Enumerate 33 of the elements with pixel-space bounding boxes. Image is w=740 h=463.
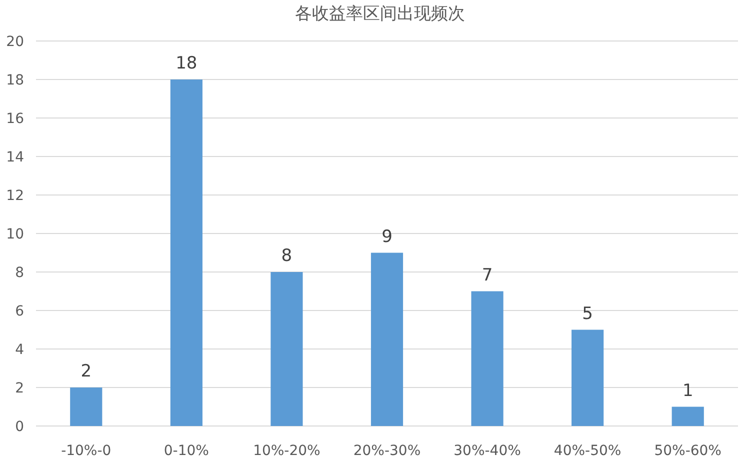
- y-tick-label: 12: [6, 188, 24, 204]
- data-label: 7: [482, 265, 493, 286]
- bar: [70, 388, 102, 426]
- x-tick-label: -10%-0: [61, 443, 112, 459]
- y-tick-label: 10: [6, 226, 24, 242]
- x-tick-label: 50%-60%: [654, 443, 722, 459]
- bar: [672, 406, 704, 426]
- y-tick-label: 18: [6, 72, 24, 88]
- y-tick-label: 16: [6, 111, 24, 127]
- data-label: 18: [176, 54, 198, 74]
- x-tick-label: 20%-30%: [353, 443, 421, 459]
- y-tick-label: 4: [15, 342, 24, 358]
- y-tick-label: 20: [6, 34, 24, 50]
- data-label: 8: [281, 246, 292, 266]
- x-tick-label: 30%-40%: [454, 443, 521, 459]
- bar: [471, 291, 504, 426]
- chart-title: 各收益率区间出现频次: [295, 4, 465, 24]
- x-tick-label: 0-10%: [164, 443, 209, 459]
- y-tick-label: 0: [15, 419, 24, 435]
- bar: [270, 272, 303, 426]
- y-tick-label: 2: [15, 380, 24, 396]
- y-tick-label: 14: [6, 150, 24, 166]
- data-label: 9: [382, 226, 392, 247]
- y-tick-label: 6: [15, 304, 24, 320]
- y-tick-label: 8: [15, 265, 24, 281]
- bar: [170, 80, 202, 426]
- data-label: 1: [682, 380, 694, 401]
- x-tick-label: 10%-20%: [253, 443, 320, 459]
- data-label: 5: [582, 304, 593, 324]
- data-label: 2: [80, 362, 92, 382]
- bar: [572, 330, 604, 426]
- bar: [370, 252, 404, 426]
- x-tick-label: 40%-50%: [554, 443, 622, 459]
